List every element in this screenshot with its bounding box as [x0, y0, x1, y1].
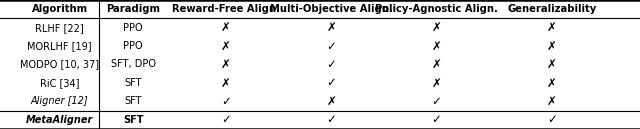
Text: Multi-Objective Align.: Multi-Objective Align. [270, 4, 393, 14]
Text: ✗: ✗ [431, 58, 442, 71]
Text: RiC [34]: RiC [34] [40, 78, 79, 88]
Text: ✗: ✗ [221, 76, 231, 89]
Text: Policy-Agnostic Align.: Policy-Agnostic Align. [375, 4, 498, 14]
Text: ✗: ✗ [326, 21, 337, 34]
Text: ✗: ✗ [547, 58, 557, 71]
Text: ✓: ✓ [326, 58, 337, 71]
Text: ✗: ✗ [431, 21, 442, 34]
Text: ✓: ✓ [326, 40, 337, 53]
Text: ✗: ✗ [326, 95, 337, 108]
Text: ✓: ✓ [431, 113, 442, 126]
Text: MODPO [10, 37]: MODPO [10, 37] [20, 59, 99, 70]
Text: RLHF [22]: RLHF [22] [35, 23, 84, 33]
Text: SFT, DPO: SFT, DPO [111, 59, 156, 70]
Text: SFT: SFT [123, 115, 143, 125]
Text: ✗: ✗ [221, 40, 231, 53]
Text: Generalizability: Generalizability [507, 4, 596, 14]
Text: ✓: ✓ [221, 95, 231, 108]
Text: SFT: SFT [124, 96, 142, 106]
Text: PPO: PPO [124, 41, 143, 51]
Text: ✓: ✓ [326, 76, 337, 89]
Text: ✗: ✗ [547, 21, 557, 34]
Text: ✗: ✗ [221, 21, 231, 34]
Text: MetaAligner: MetaAligner [26, 115, 93, 125]
Text: PPO: PPO [124, 23, 143, 33]
Text: ✗: ✗ [547, 40, 557, 53]
Text: ✗: ✗ [431, 40, 442, 53]
Text: ✗: ✗ [431, 76, 442, 89]
Text: Reward-Free Align.: Reward-Free Align. [172, 4, 280, 14]
Text: ✓: ✓ [326, 113, 337, 126]
Text: ✓: ✓ [221, 113, 231, 126]
Text: ✗: ✗ [221, 58, 231, 71]
Text: Paradigm: Paradigm [106, 4, 160, 14]
Text: ✗: ✗ [547, 95, 557, 108]
Text: MORLHF [19]: MORLHF [19] [28, 41, 92, 51]
Text: Aligner [12]: Aligner [12] [31, 96, 88, 106]
Text: Algorithm: Algorithm [31, 4, 88, 14]
Text: ✓: ✓ [431, 95, 442, 108]
Text: ✗: ✗ [547, 76, 557, 89]
Text: SFT: SFT [124, 78, 142, 88]
Text: ✓: ✓ [547, 113, 557, 126]
